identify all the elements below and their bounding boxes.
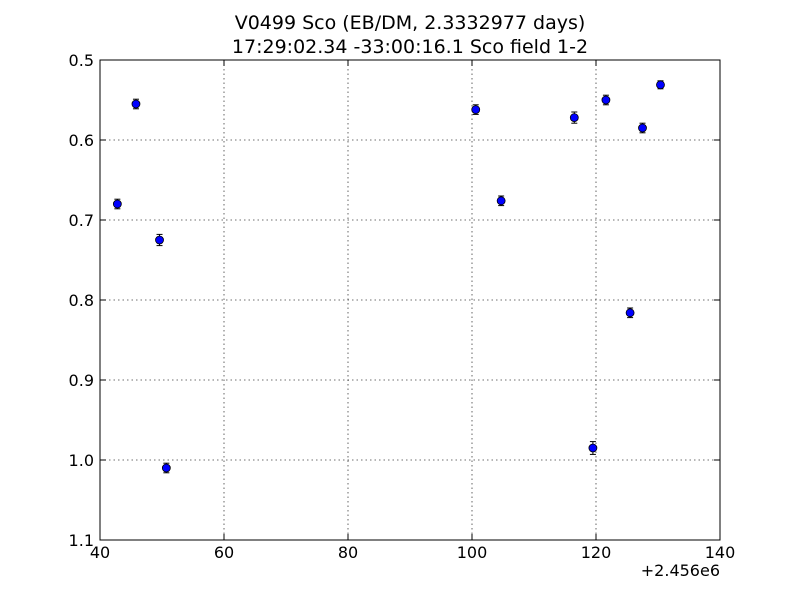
x-tick-label: 140 <box>705 543 736 562</box>
x-tick-label: 120 <box>581 543 612 562</box>
data-point <box>588 443 598 453</box>
y-tick-label: 1.1 <box>69 531 94 550</box>
y-tick-label: 0.6 <box>69 131 94 150</box>
x-tick-label: 100 <box>457 543 488 562</box>
grid-lines <box>100 60 720 540</box>
x-tick-label: 80 <box>338 543 358 562</box>
data-point <box>161 463 171 473</box>
y-tick-label: 0.8 <box>69 291 94 310</box>
x-axis-offset-label: +2.456e6 <box>641 561 720 580</box>
data-point <box>131 99 141 109</box>
data-points <box>112 80 665 474</box>
y-tick-label: 1.0 <box>69 451 94 470</box>
data-point <box>625 308 635 318</box>
data-point <box>496 196 506 206</box>
chart-subtitle: 17:29:02.34 -33:00:16.1 Sco field 1-2 <box>232 36 588 58</box>
data-point <box>112 199 122 209</box>
data-point <box>601 95 611 105</box>
data-point <box>569 113 579 122</box>
y-tick-label: 0.9 <box>69 371 94 390</box>
chart-title: V0499 Sco (EB/DM, 2.3332977 days) <box>235 12 586 34</box>
y-tick-label: 0.7 <box>69 211 94 230</box>
data-point <box>656 80 665 90</box>
x-tick-label: 40 <box>90 543 110 562</box>
axis-ticks: 40 60 80 100 120 140 0.5 0.6 0.7 0.8 0.9 1.0 1.1 <box>69 51 736 562</box>
data-point <box>155 235 164 245</box>
x-tick-label: 60 <box>214 543 234 562</box>
data-point <box>471 105 481 114</box>
data-point <box>638 123 647 133</box>
plot-area-frame <box>99 59 721 541</box>
y-tick-label: 0.5 <box>69 51 94 70</box>
